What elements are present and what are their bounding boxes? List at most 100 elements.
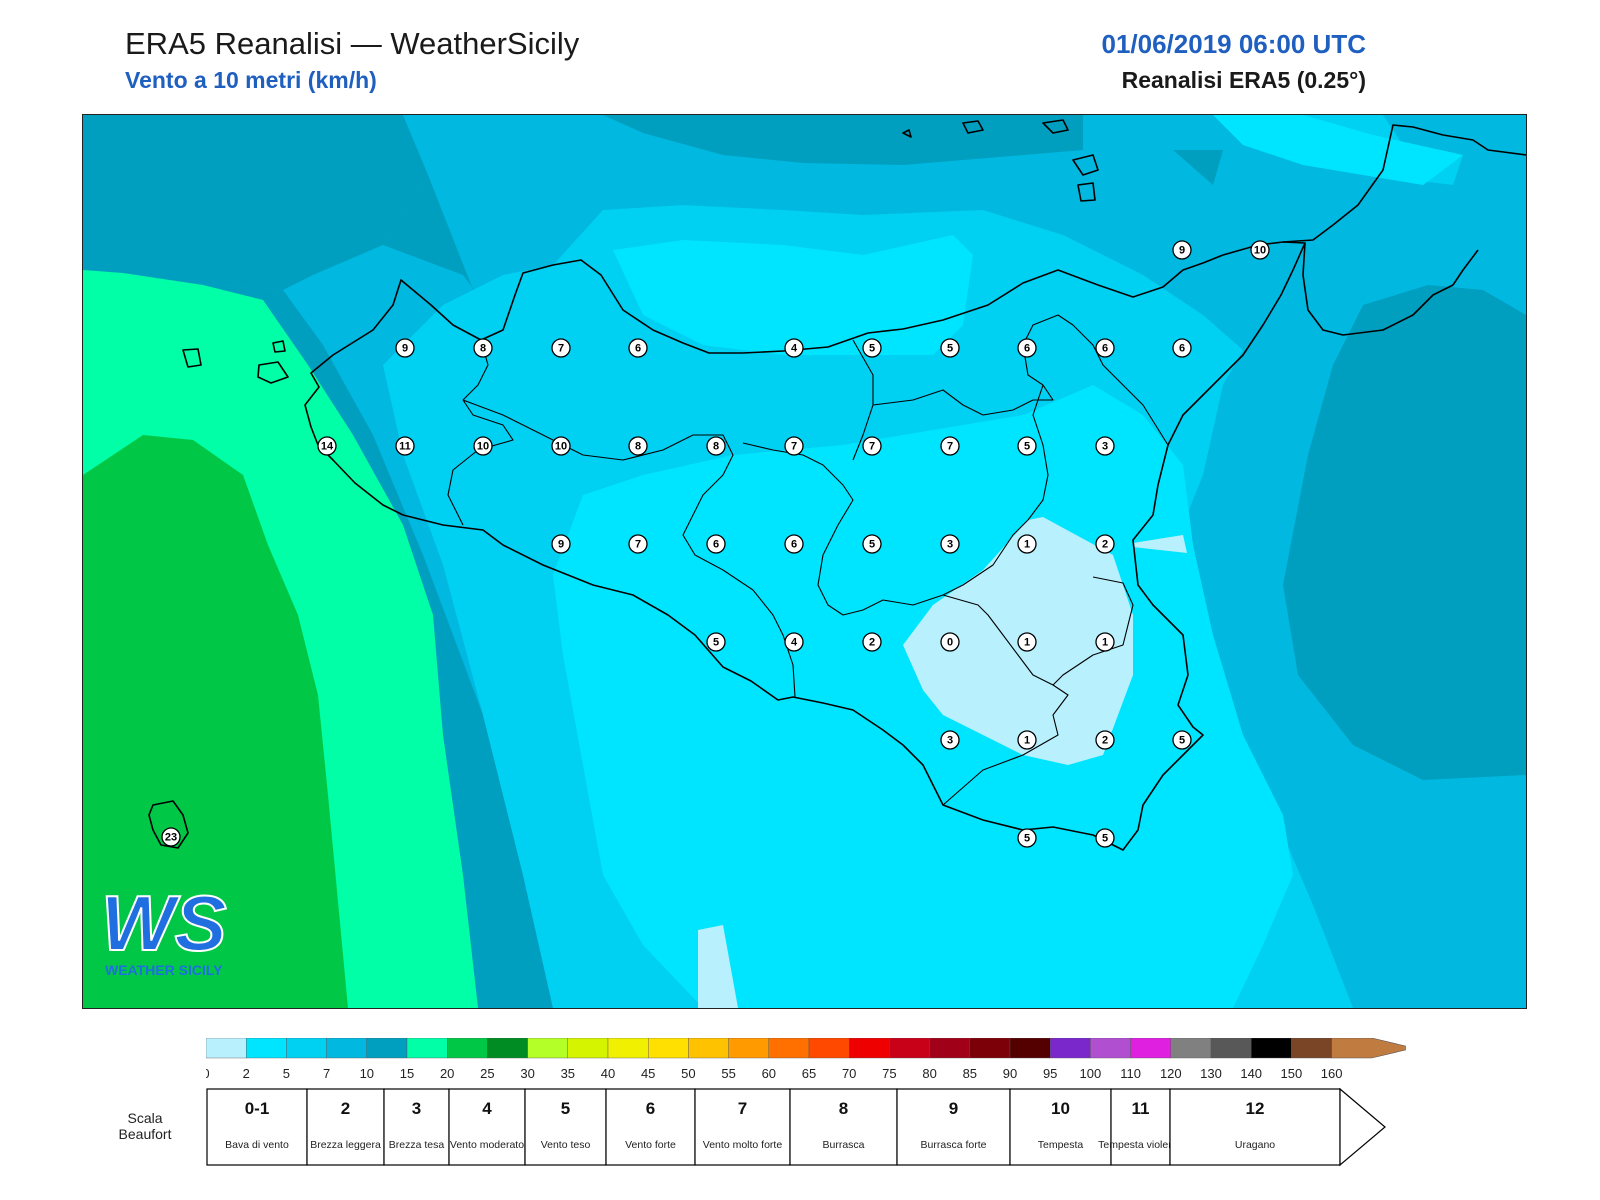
station-value: 8 bbox=[480, 343, 486, 355]
beaufort-scale: 0-1 Bava di vento 2 Brezza leggera 3 Brezza t… bbox=[206, 1088, 1386, 1167]
colorbar: 0257101520253035404550556065707580859095… bbox=[206, 1038, 1406, 1081]
colorbar-tick-label: 30 bbox=[520, 1066, 534, 1081]
colorbar-tick-label: 35 bbox=[561, 1066, 575, 1081]
station-value: 3 bbox=[1102, 441, 1108, 453]
colorbar-cell bbox=[446, 1038, 488, 1059]
station-value: 1 bbox=[1024, 735, 1030, 747]
beaufort-force: 3 bbox=[412, 1099, 421, 1118]
beaufort-cell: 12 Uragano bbox=[1169, 1088, 1341, 1166]
colorbar-cell bbox=[688, 1038, 729, 1059]
station-marker: 5 bbox=[940, 338, 960, 358]
colorbar-tick-label: 20 bbox=[440, 1066, 454, 1081]
colorbar-arrow bbox=[1331, 1038, 1406, 1059]
station-marker: 8 bbox=[628, 436, 648, 456]
beaufort-cell: 8 Burrasca bbox=[789, 1088, 898, 1166]
colorbar-tick-label: 85 bbox=[963, 1066, 977, 1081]
colorbar-tick-label: 50 bbox=[681, 1066, 695, 1081]
station-marker: 6 bbox=[1017, 338, 1037, 358]
colorbar-tick-label: 100 bbox=[1080, 1066, 1102, 1081]
province-boundaries bbox=[447, 314, 1169, 806]
wind-map-svg: 9 109 8 7 6 4 5 5 6 6 614 11 10 10 8 8 7 7 7 5 39 7 6 6 5 3 1 25 4 2 0… bbox=[83, 115, 1526, 1008]
beaufort-force: 0-1 bbox=[245, 1099, 270, 1118]
station-marker: 14 bbox=[317, 436, 337, 456]
station-value: 5 bbox=[1179, 735, 1185, 747]
station-marker: 1 bbox=[1017, 534, 1037, 554]
beaufort-force: 7 bbox=[738, 1099, 747, 1118]
colorbar-cell bbox=[1170, 1038, 1212, 1059]
station-value: 14 bbox=[321, 441, 334, 453]
station-marker: 7 bbox=[862, 436, 882, 456]
beaufort-name: Tempesta violenta bbox=[1098, 1139, 1183, 1151]
station-value: 3 bbox=[947, 735, 953, 747]
wind-band-10-15 bbox=[603, 115, 1083, 165]
colorbar-tick-label: 40 bbox=[601, 1066, 615, 1081]
colorbar-cell bbox=[567, 1038, 609, 1059]
station-value: 7 bbox=[635, 539, 641, 551]
station-value: 2 bbox=[869, 637, 875, 649]
beaufort-name: Burrasca forte bbox=[921, 1139, 987, 1151]
station-value: 6 bbox=[1102, 343, 1108, 355]
beaufort-name: Vento teso bbox=[541, 1139, 591, 1151]
colorbar-tick-label: 10 bbox=[360, 1066, 374, 1081]
station-value: 8 bbox=[635, 441, 641, 453]
station-value: 1 bbox=[1024, 637, 1030, 649]
wind-band-10-15 bbox=[1173, 150, 1223, 185]
colorbar-cell bbox=[1009, 1038, 1051, 1059]
beaufort-cell: 5 Vento teso bbox=[524, 1088, 607, 1166]
colorbar-cell bbox=[206, 1038, 247, 1059]
beaufort-name: Brezza tesa bbox=[389, 1139, 445, 1151]
wind-band-10-15 bbox=[1283, 285, 1526, 780]
colorbar-tick-label: 95 bbox=[1043, 1066, 1057, 1081]
beaufort-cell: 3 Brezza tesa bbox=[383, 1088, 450, 1166]
station-value: 5 bbox=[1102, 833, 1108, 845]
station-marker: 5 bbox=[862, 338, 882, 358]
colorbar-cell bbox=[246, 1038, 287, 1059]
wind-band-2-5 bbox=[1213, 115, 1463, 185]
colorbar-cell bbox=[889, 1038, 930, 1059]
aeolian-islands bbox=[902, 119, 1099, 202]
colorbar-cell bbox=[1090, 1038, 1131, 1059]
beaufort-name: Brezza leggera bbox=[310, 1139, 381, 1151]
station-value: 11 bbox=[399, 441, 411, 453]
colorbar-cell bbox=[1210, 1038, 1252, 1059]
station-marker: 1 bbox=[1017, 632, 1037, 652]
colorbar-tick-label: 5 bbox=[283, 1066, 290, 1081]
station-marker: 1 bbox=[1095, 632, 1115, 652]
colorbar-cell bbox=[366, 1038, 408, 1059]
station-marker: 2 bbox=[1095, 730, 1115, 750]
colorbar-tick-label: 150 bbox=[1281, 1066, 1303, 1081]
beaufort-cell: 0-1 Bava di vento bbox=[206, 1088, 308, 1166]
station-marker: 8 bbox=[473, 338, 493, 358]
beaufort-cell: 9 Burrasca forte bbox=[896, 1088, 1011, 1166]
station-value: 5 bbox=[1024, 833, 1030, 845]
colorbar-cell bbox=[728, 1038, 769, 1059]
colorbar-tick-label: 60 bbox=[762, 1066, 776, 1081]
station-marker: 3 bbox=[1095, 436, 1115, 456]
beaufort-force: 4 bbox=[482, 1099, 492, 1118]
beaufort-name: Vento forte bbox=[625, 1139, 676, 1151]
colorbar-tick-label: 7 bbox=[323, 1066, 330, 1081]
colorbar-cell bbox=[487, 1038, 528, 1059]
beaufort-name: Bava di vento bbox=[225, 1139, 289, 1151]
station-value: 5 bbox=[947, 343, 953, 355]
colorbar-tick-label: 45 bbox=[641, 1066, 655, 1081]
station-value: 4 bbox=[791, 343, 798, 355]
weathersicily-logo: WS WEATHER SICILY bbox=[100, 878, 228, 978]
beaufort-cell: 11 Tempesta violenta bbox=[1098, 1088, 1183, 1166]
station-marker: 9 bbox=[1172, 240, 1192, 260]
map-subtitle: Vento a 10 metri (km/h) bbox=[125, 67, 377, 93]
beaufort-arrow bbox=[1339, 1088, 1386, 1167]
colorbar-cell bbox=[286, 1038, 327, 1059]
colorbar-tick-label: 160 bbox=[1321, 1066, 1343, 1081]
station-marker: 4 bbox=[784, 632, 804, 652]
station-marker: 9 bbox=[551, 534, 571, 554]
beaufort-cell: 6 Vento forte bbox=[605, 1088, 696, 1166]
station-marker: 7 bbox=[940, 436, 960, 456]
colorbar-tick-label: 140 bbox=[1240, 1066, 1262, 1081]
colorbar-cell bbox=[849, 1038, 890, 1059]
station-value: 8 bbox=[713, 441, 719, 453]
station-marker: 5 bbox=[1017, 828, 1037, 848]
station-marker: 0 bbox=[940, 632, 960, 652]
station-value: 6 bbox=[635, 343, 641, 355]
beaufort-force: 10 bbox=[1051, 1099, 1070, 1118]
